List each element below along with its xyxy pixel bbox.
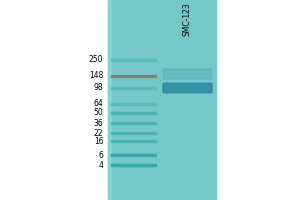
Bar bbox=[111, 87, 156, 89]
Text: 250: 250 bbox=[89, 55, 103, 64]
Text: 148: 148 bbox=[89, 72, 103, 80]
Text: 16: 16 bbox=[94, 136, 104, 146]
Bar bbox=[108, 0, 216, 200]
Text: 36: 36 bbox=[94, 118, 103, 128]
Text: 98: 98 bbox=[94, 84, 104, 92]
Bar bbox=[108, 0, 111, 200]
Bar bbox=[111, 154, 156, 156]
Text: 4: 4 bbox=[99, 160, 103, 170]
Bar bbox=[111, 140, 156, 142]
Text: 64: 64 bbox=[94, 99, 103, 108]
Bar bbox=[111, 132, 156, 134]
FancyBboxPatch shape bbox=[163, 83, 212, 93]
Bar bbox=[111, 164, 156, 166]
Bar bbox=[111, 75, 156, 77]
Bar bbox=[111, 59, 156, 61]
FancyBboxPatch shape bbox=[164, 69, 211, 79]
Bar bbox=[111, 112, 156, 114]
Text: 6: 6 bbox=[99, 150, 103, 160]
Text: SMC-123: SMC-123 bbox=[183, 2, 192, 36]
Bar bbox=[111, 122, 156, 124]
Bar bbox=[111, 103, 156, 105]
Text: 22: 22 bbox=[94, 129, 104, 138]
Text: 50: 50 bbox=[94, 108, 103, 117]
